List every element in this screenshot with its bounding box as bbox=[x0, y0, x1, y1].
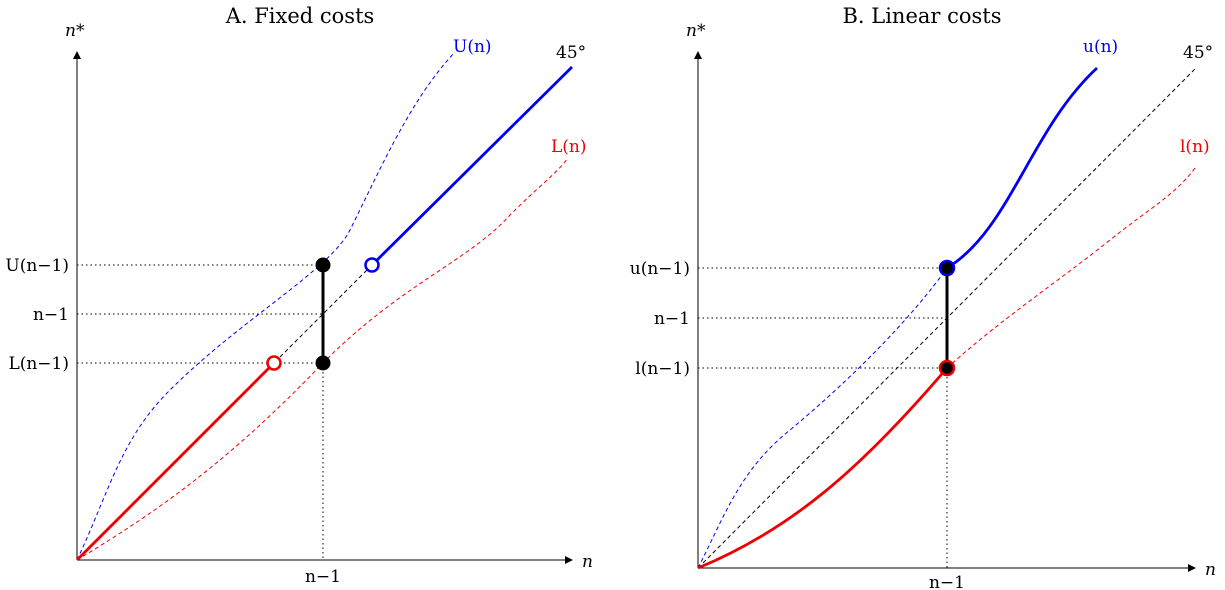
lower-curve-label: l(n) bbox=[1180, 137, 1210, 157]
x-axis-label: n bbox=[582, 552, 593, 572]
y-tick-upper: u(n−1) bbox=[630, 259, 690, 279]
upper-bound-curve-dashed bbox=[697, 267, 948, 569]
lower-bound-curve-dashed bbox=[946, 167, 1196, 369]
y-tick-upper: U(n−1) bbox=[5, 256, 69, 276]
panel-b-title: B. Linear costs bbox=[842, 4, 1001, 28]
lower-solid-line bbox=[76, 362, 275, 561]
x-tick: n−1 bbox=[929, 573, 965, 590]
guide-lines bbox=[698, 267, 948, 568]
diagonal-label: 45° bbox=[556, 43, 586, 63]
open-point-upper bbox=[364, 257, 380, 273]
panel-linear-costs: B. Linear costs n n* u(n−1) n−1 l(n−1) bbox=[630, 4, 1216, 590]
lower-curve-label: L(n) bbox=[551, 137, 587, 157]
upper-curve-label: u(n) bbox=[1083, 37, 1118, 57]
upper-curve-label: U(n) bbox=[453, 37, 492, 57]
guide-lines bbox=[77, 264, 324, 560]
x-axis-label: n bbox=[1205, 560, 1216, 580]
y-tick-lower: L(n−1) bbox=[8, 354, 69, 374]
upper-bound-curve bbox=[76, 51, 456, 561]
y-axis-label: n* bbox=[65, 21, 85, 41]
upper-bound-curve-solid bbox=[946, 66, 1098, 270]
diagonal-label: 45° bbox=[1183, 43, 1213, 63]
panel-a-title: A. Fixed costs bbox=[225, 4, 375, 28]
point-lower bbox=[938, 359, 956, 377]
upper-solid-line bbox=[371, 66, 573, 266]
open-point-lower bbox=[266, 355, 282, 371]
y-tick-mid: n−1 bbox=[654, 309, 690, 329]
filled-point-upper bbox=[315, 257, 331, 273]
y-tick-lower: l(n−1) bbox=[635, 359, 690, 379]
filled-point-lower bbox=[315, 355, 331, 371]
y-tick-mid: n−1 bbox=[33, 305, 69, 325]
point-upper bbox=[938, 259, 956, 277]
lower-bound-curve bbox=[76, 157, 569, 561]
x-tick: n−1 bbox=[305, 567, 341, 587]
lower-bound-curve-solid bbox=[697, 367, 949, 570]
y-axis-label: n* bbox=[686, 21, 706, 41]
panel-fixed-costs: A. Fixed costs n n* U(n−1) n−1 L(n bbox=[5, 4, 593, 587]
